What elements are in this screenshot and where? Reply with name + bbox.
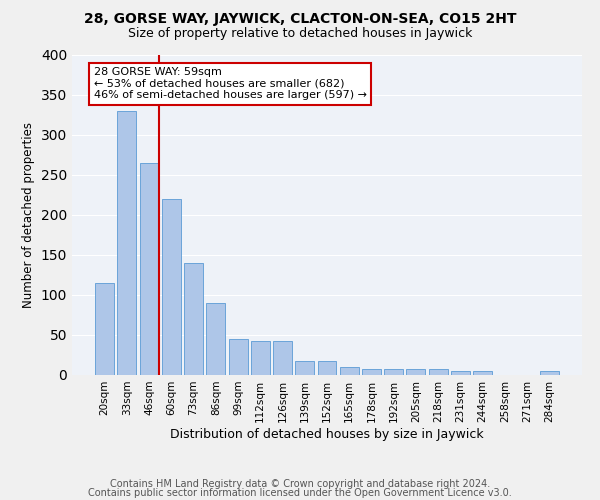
- Text: Contains HM Land Registry data © Crown copyright and database right 2024.: Contains HM Land Registry data © Crown c…: [110, 479, 490, 489]
- Text: 28 GORSE WAY: 59sqm
← 53% of detached houses are smaller (682)
46% of semi-detac: 28 GORSE WAY: 59sqm ← 53% of detached ho…: [94, 67, 367, 100]
- Bar: [384, 370, 403, 375]
- Bar: [184, 263, 203, 375]
- Bar: [118, 111, 136, 375]
- Bar: [229, 339, 248, 375]
- Y-axis label: Number of detached properties: Number of detached properties: [22, 122, 35, 308]
- Bar: [451, 371, 470, 375]
- Bar: [340, 367, 359, 375]
- Bar: [317, 360, 337, 375]
- Bar: [251, 342, 270, 375]
- X-axis label: Distribution of detached houses by size in Jaywick: Distribution of detached houses by size …: [170, 428, 484, 440]
- Bar: [95, 283, 114, 375]
- Bar: [540, 371, 559, 375]
- Bar: [273, 342, 292, 375]
- Text: Size of property relative to detached houses in Jaywick: Size of property relative to detached ho…: [128, 28, 472, 40]
- Bar: [362, 370, 381, 375]
- Bar: [162, 199, 181, 375]
- Bar: [140, 163, 158, 375]
- Text: 28, GORSE WAY, JAYWICK, CLACTON-ON-SEA, CO15 2HT: 28, GORSE WAY, JAYWICK, CLACTON-ON-SEA, …: [84, 12, 516, 26]
- Bar: [406, 368, 425, 375]
- Bar: [295, 360, 314, 375]
- Bar: [429, 368, 448, 375]
- Bar: [206, 303, 225, 375]
- Text: Contains public sector information licensed under the Open Government Licence v3: Contains public sector information licen…: [88, 488, 512, 498]
- Bar: [473, 371, 492, 375]
